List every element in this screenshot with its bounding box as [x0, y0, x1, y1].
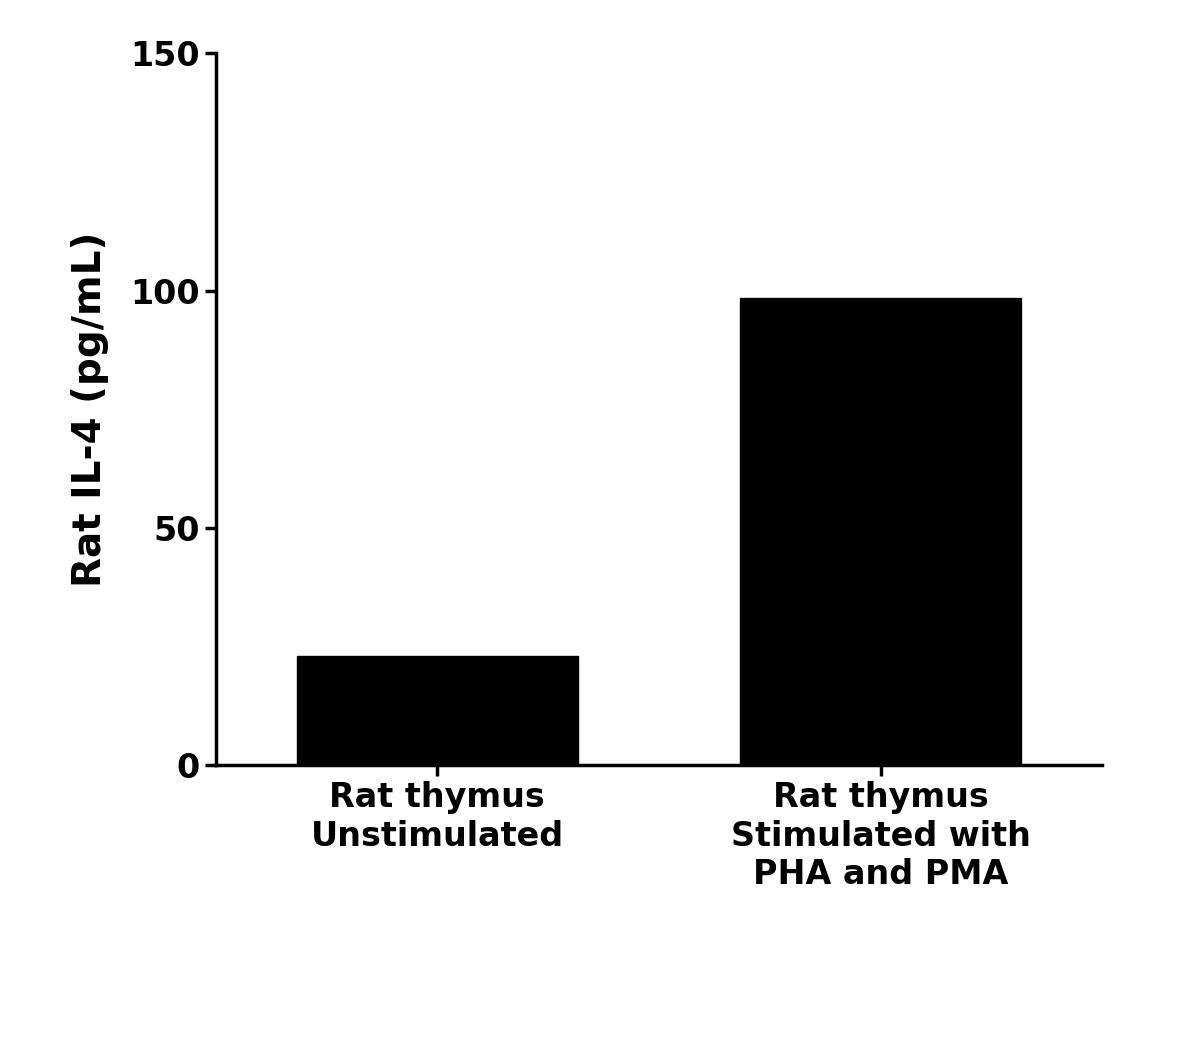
Bar — [740, 298, 1021, 765]
Bar — [297, 656, 577, 765]
Y-axis label: Rat IL-4 (pg/mL): Rat IL-4 (pg/mL) — [71, 232, 109, 587]
